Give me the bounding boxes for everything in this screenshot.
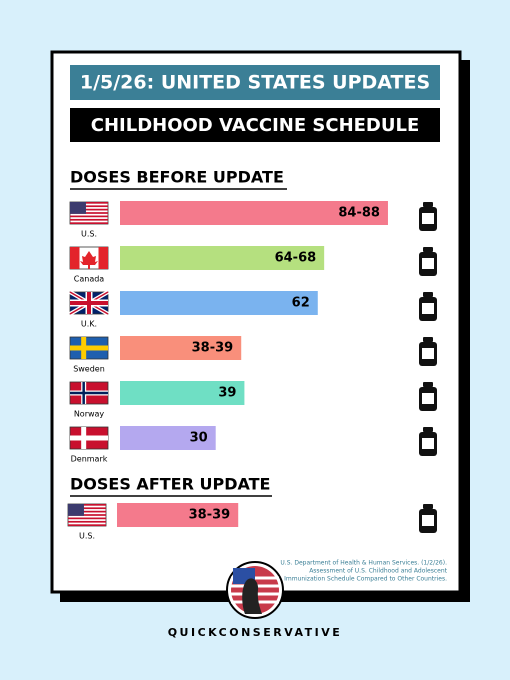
country-label: U.S. [81,230,97,239]
flag-cross [70,382,108,404]
vial-icon [419,202,437,231]
section-title: DOSES BEFORE UPDATE [70,168,284,187]
source-line: U.S. Department of Health & Human Servic… [280,560,447,567]
value-label: 64-68 [275,251,317,266]
vial-icon [419,504,437,533]
flag-stripe [68,514,106,516]
vial-cap [423,247,433,252]
vial-cap [423,427,433,432]
value-label: 62 [292,296,310,311]
vial-icon [419,292,437,321]
value-label: 38-39 [192,341,234,356]
country-label: U.S. [79,532,95,541]
country-label: Denmark [71,455,108,464]
source-line: Assessment of U.S. Childhood and Adolesc… [309,568,447,575]
source: U.S. Department of Health & Human Servic… [280,560,447,583]
bar [120,381,245,405]
footer: QUICKCONSERVATIVE [168,626,343,639]
bar [120,201,388,225]
flag-stripe [70,205,108,208]
flag [69,246,109,270]
vial-label [422,348,434,359]
country-label: U.K. [81,320,97,329]
flag-band [98,247,108,269]
flag [69,336,109,360]
flag [69,426,109,450]
vial-label [422,438,434,449]
flag-stripe [68,507,106,510]
vial-cap [423,337,433,342]
value-label: 38-39 [189,508,231,523]
vial-cap [423,292,433,297]
value-label: 39 [218,386,236,401]
country-label: Canada [74,275,105,284]
bar [120,426,216,450]
subtitle: CHILDHOOD VACCINE SCHEDULE [91,115,420,136]
flag [67,503,107,527]
title-band [70,65,440,100]
country-label: Sweden [73,365,105,374]
flag-stripe [70,222,108,224]
flag [69,381,109,405]
flag-stripe [70,215,108,218]
vial-label [422,393,434,404]
flag-stripe [68,510,106,513]
flag-stripe [68,524,106,526]
bar [120,336,242,360]
flag-stripe [68,504,106,506]
vial-cap [423,504,433,509]
flag-stripe [70,212,108,214]
bar [117,503,239,527]
flag-stripe [70,218,108,221]
flag-stripe [68,517,106,520]
vial-icon [419,382,437,411]
bar [120,246,325,270]
vial-cap [423,382,433,387]
subtitle-band [70,108,440,142]
flag-leaf [80,251,98,269]
title: 1/5/26: UNITED STATES UPDATES [80,72,430,94]
flag-stripe [70,202,108,204]
vial-label [422,303,434,314]
flag-cross [70,337,108,359]
vial-icon [419,427,437,456]
vial-cap [423,202,433,207]
section-title: DOSES AFTER UPDATE [70,475,270,494]
flag-cross [70,427,108,449]
flag-canton [70,202,86,214]
vial-icon [419,247,437,276]
bar [120,291,318,315]
flag [69,201,109,225]
vial-label [422,258,434,269]
flag [68,290,110,316]
flag-canton [68,504,84,516]
logo-person [242,578,262,614]
source-line: Immunization Schedule Compared to Other … [284,576,447,583]
vial-icon [419,337,437,366]
flag-stripe [70,208,108,211]
flag-band [70,247,80,269]
flag-cross [70,292,108,314]
vial-label [422,213,434,224]
value-label: 30 [190,431,208,446]
value-label: 84-88 [338,206,380,221]
flag-stripe [68,520,106,523]
country-label: Norway [74,410,105,419]
logo [226,561,284,619]
vial-label [422,515,434,526]
